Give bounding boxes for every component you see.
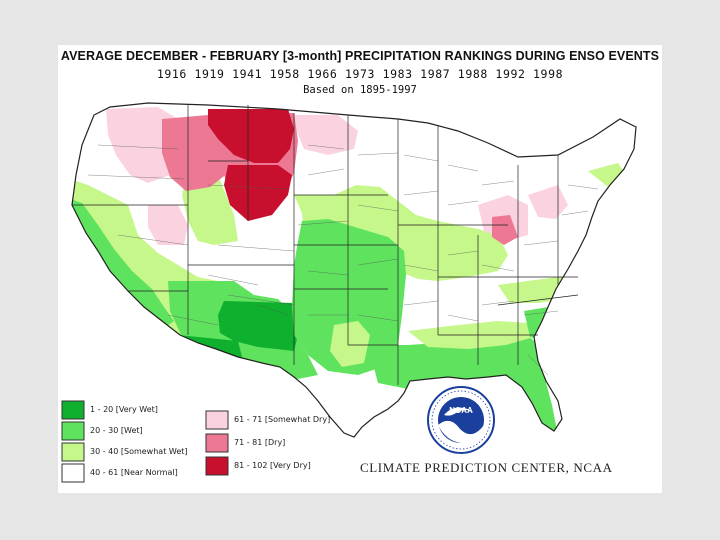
legend-swatch-somewhat-wet	[61, 442, 85, 462]
svg-text:NOAA: NOAA	[449, 406, 473, 415]
great-basin-somewhat-dry	[148, 205, 188, 245]
legend-label-near-normal: 40 - 61 [Near Normal]	[90, 468, 178, 477]
us-precipitation-map	[61, 102, 637, 483]
ohio-dry	[492, 215, 518, 245]
legend-swatch-very-wet	[61, 400, 85, 420]
enso-years: 1916 1919 1941 1958 1966 1973 1983 1987 …	[156, 67, 564, 81]
slide-panel: AVERAGE DECEMBER - FEBRUARY [3-month] PR…	[58, 45, 662, 493]
southwest-very-wet	[218, 301, 298, 351]
map-title: AVERAGE DECEMBER - FEBRUARY [3-month] PR…	[60, 49, 660, 63]
dakotas-somewhat-dry	[290, 115, 358, 155]
legend-label-dry: 71 - 81 [Dry]	[234, 438, 286, 447]
credit-text: CLIMATE PREDICTION CENTER, NCAA	[360, 460, 613, 475]
legend-label-very-wet: 1 - 20 [Very Wet]	[90, 405, 158, 414]
southern-plains-wet	[292, 219, 406, 375]
legend-label-somewhat-wet: 30 - 40 [Somewhat Wet]	[90, 447, 188, 456]
montana-very-dry	[208, 109, 294, 163]
legend-label-somewhat-dry: 61 - 71 [Somewhat Dry]	[234, 415, 331, 424]
legend-swatch-dry	[205, 433, 229, 453]
legend-swatch-wet	[61, 421, 85, 441]
legend-label-wet: 20 - 30 [Wet]	[90, 426, 143, 435]
arkansas-somewhat-wet	[330, 321, 370, 367]
legend-swatch-somewhat-dry	[205, 410, 229, 430]
legend-swatch-near-normal	[61, 463, 85, 483]
wyoming-very-dry	[224, 165, 292, 221]
base-period: Based on 1895-1997	[303, 84, 417, 96]
noaa-logo: NOAA	[427, 386, 495, 454]
legend-swatch-very-dry	[205, 456, 229, 476]
legend	[61, 400, 229, 483]
legend-label-very-dry: 81 - 102 [Very Dry]	[234, 461, 311, 470]
